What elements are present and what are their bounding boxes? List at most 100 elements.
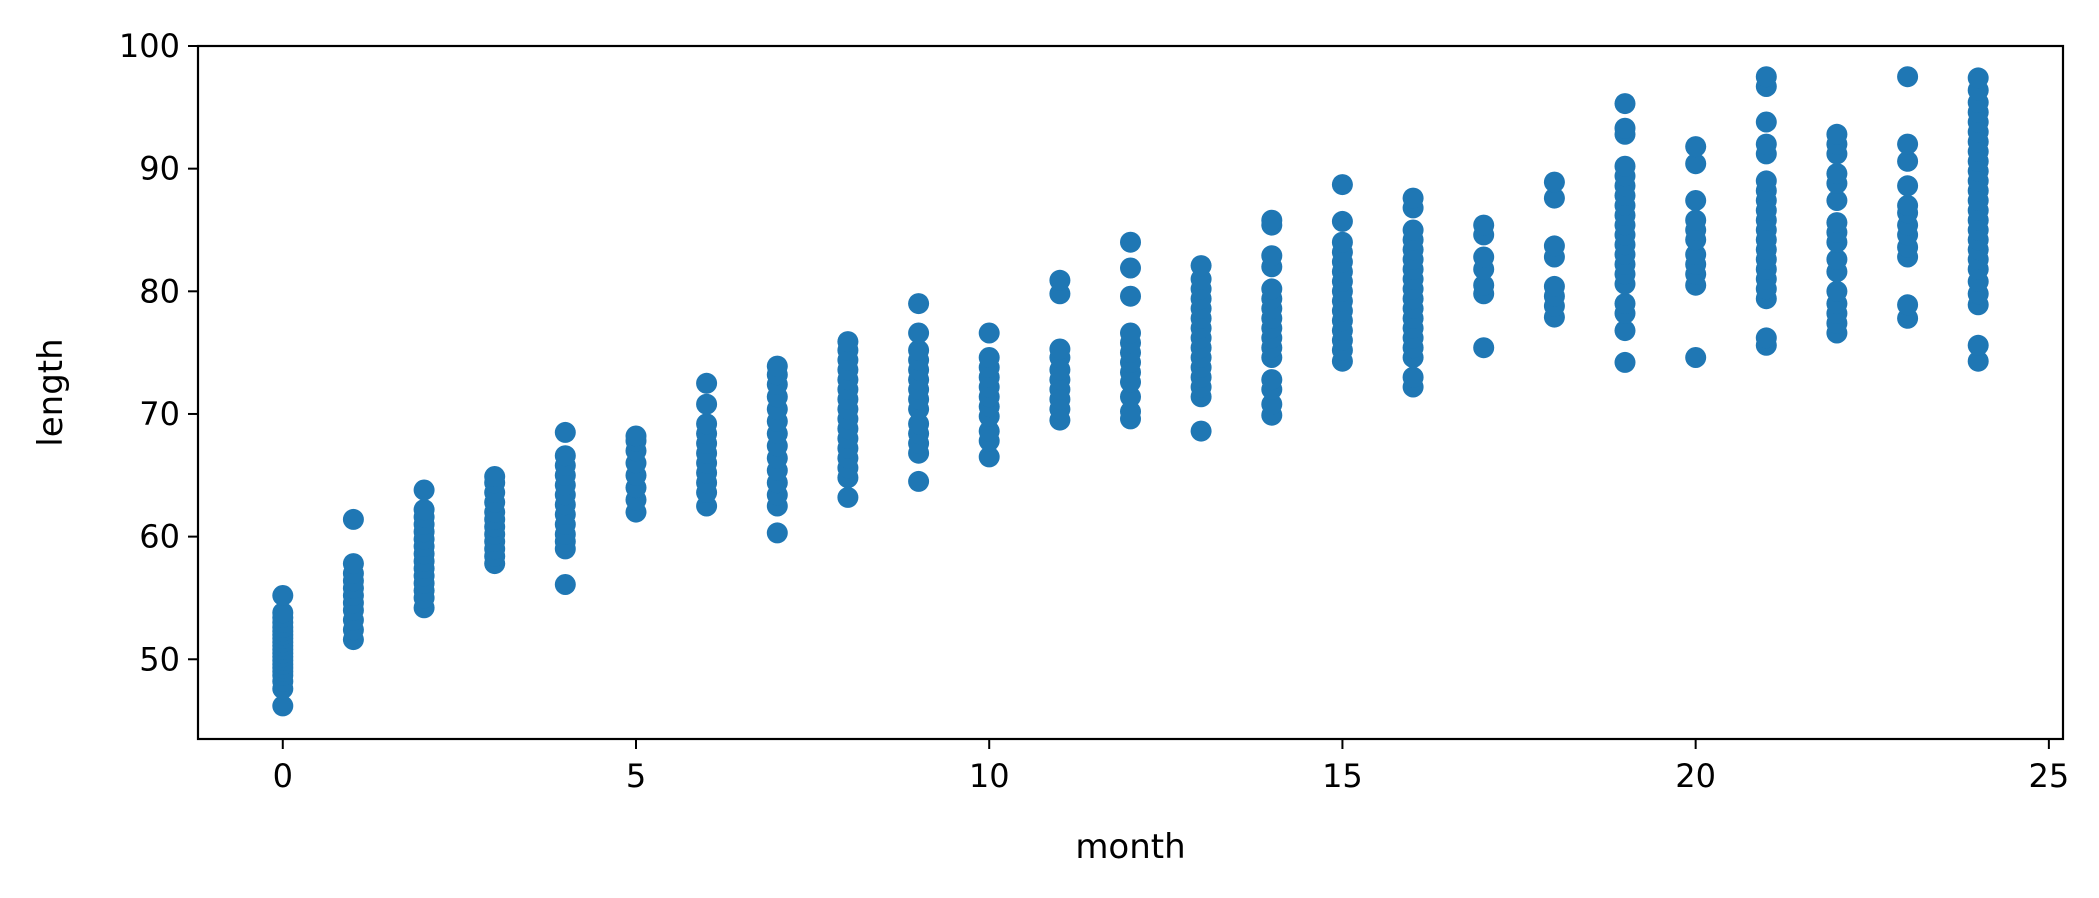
data-point — [1755, 111, 1777, 133]
data-point — [1049, 269, 1071, 291]
data-point — [908, 339, 930, 361]
data-point — [696, 393, 718, 415]
data-point — [272, 585, 294, 606]
data-point — [1120, 231, 1141, 253]
data-point — [837, 331, 859, 353]
y-tick-label: 50 — [139, 640, 180, 678]
data-point — [272, 695, 294, 717]
data-point — [908, 293, 930, 315]
data-point — [1826, 190, 1848, 211]
data-point — [978, 347, 1000, 368]
data-point — [1614, 351, 1636, 373]
data-point — [1402, 187, 1424, 209]
data-point — [978, 446, 1000, 468]
data-point — [554, 574, 576, 595]
data-point — [1685, 136, 1707, 158]
x-tick-label: 0 — [273, 757, 293, 795]
data-point — [1897, 133, 1919, 155]
x-axis: 0 5 10 15 20 25 — [273, 739, 2070, 795]
data-point — [908, 322, 930, 344]
x-tick-label: 20 — [1675, 757, 1716, 795]
data-point — [837, 486, 859, 508]
data-point — [1755, 327, 1777, 349]
y-tick-label: 100 — [119, 27, 180, 65]
data-point — [696, 372, 718, 394]
data-point — [978, 322, 1000, 344]
data-point — [1614, 93, 1636, 115]
data-point — [1897, 294, 1919, 316]
data-point — [1755, 66, 1777, 88]
data-point — [1897, 175, 1919, 197]
data-point — [1331, 174, 1353, 196]
data-point — [1473, 246, 1495, 268]
data-point — [908, 413, 930, 435]
y-axis: 50 60 70 80 90 100 — [119, 27, 198, 678]
data-point — [1190, 420, 1212, 442]
data-point — [1755, 170, 1777, 192]
data-point — [1402, 366, 1424, 388]
data-point — [484, 466, 506, 487]
data-point — [1402, 219, 1424, 241]
data-point — [1120, 401, 1141, 422]
data-point — [1685, 190, 1707, 211]
data-point — [1614, 117, 1636, 139]
data-point — [1897, 150, 1919, 172]
y-tick-label: 90 — [139, 150, 180, 188]
data-point — [1120, 285, 1141, 307]
data-point — [1261, 278, 1283, 300]
data-point — [1261, 369, 1283, 391]
data-point — [1826, 123, 1848, 145]
x-tick-label: 10 — [969, 757, 1010, 795]
data-point — [1261, 245, 1283, 267]
data-point — [1614, 320, 1636, 342]
data-point — [1685, 244, 1707, 265]
data-point — [1826, 280, 1848, 302]
data-point — [1473, 274, 1495, 296]
data-point — [1685, 153, 1707, 175]
data-point — [1543, 235, 1565, 257]
data-point — [1967, 67, 1989, 89]
x-tick-label: 15 — [1322, 757, 1363, 795]
data-point — [413, 499, 435, 521]
x-tick-label: 25 — [2029, 757, 2070, 795]
x-tick-label: 5 — [626, 757, 646, 795]
data-point — [342, 553, 364, 575]
y-tick-label: 70 — [139, 395, 180, 433]
y-tick-label: 60 — [139, 518, 180, 556]
data-point — [1614, 293, 1636, 315]
data-point — [272, 602, 294, 624]
data-point — [1261, 393, 1283, 415]
data-point — [342, 508, 364, 530]
data-point — [1120, 386, 1141, 408]
data-point — [1826, 163, 1848, 185]
data-point — [413, 479, 435, 501]
data-point — [766, 355, 788, 377]
data-point — [1967, 350, 1989, 372]
data-point — [554, 421, 576, 443]
data-point — [766, 522, 788, 544]
data-point — [1755, 133, 1777, 155]
data-point — [1473, 214, 1495, 236]
data-point — [1261, 209, 1283, 231]
data-point — [1897, 66, 1919, 88]
data-point — [978, 420, 1000, 442]
data-point — [1543, 187, 1565, 209]
y-axis-title: length — [31, 338, 71, 446]
y-tick-label: 80 — [139, 272, 180, 310]
data-point — [1685, 209, 1707, 231]
data-point — [1120, 257, 1141, 279]
plot-area-frame — [196, 44, 2065, 741]
data-point — [1473, 337, 1495, 359]
data-point — [1331, 231, 1353, 253]
x-axis-title: month — [1075, 827, 1185, 867]
data-point — [1967, 334, 1989, 356]
data-point — [1543, 171, 1565, 193]
data-point — [554, 445, 576, 467]
data-point — [1331, 210, 1353, 232]
data-point — [1120, 322, 1141, 344]
data-point — [1897, 195, 1919, 216]
data-point — [908, 470, 930, 492]
data-points — [272, 66, 1989, 717]
